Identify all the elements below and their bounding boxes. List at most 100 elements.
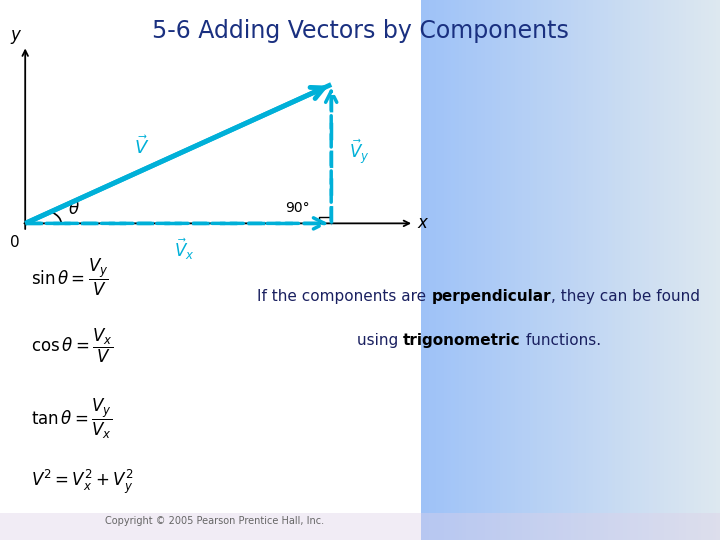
Bar: [597, 0, 602, 540]
Text: If the components are: If the components are: [258, 289, 431, 304]
Bar: [705, 0, 710, 540]
Bar: [653, 0, 658, 540]
Text: $\vec{V}_x$: $\vec{V}_x$: [174, 236, 194, 261]
Bar: [675, 0, 680, 540]
Bar: [421, 0, 426, 540]
Bar: [623, 0, 628, 540]
Bar: [600, 0, 606, 540]
Text: $\cos\theta = \dfrac{V_x}{V}$: $\cos\theta = \dfrac{V_x}{V}$: [31, 327, 113, 365]
Bar: [466, 0, 471, 540]
Bar: [698, 0, 703, 540]
Bar: [571, 0, 576, 540]
Bar: [713, 0, 718, 540]
Bar: [507, 0, 513, 540]
Bar: [444, 0, 449, 540]
Text: 0: 0: [10, 235, 20, 250]
Text: trigonometric: trigonometric: [403, 333, 521, 348]
Bar: [529, 0, 535, 540]
Text: $\tan\theta = \dfrac{V_y}{V_x}$: $\tan\theta = \dfrac{V_y}{V_x}$: [31, 397, 112, 441]
Bar: [716, 0, 720, 540]
Bar: [559, 0, 564, 540]
Text: $\sin\theta = \dfrac{V_y}{V}$: $\sin\theta = \dfrac{V_y}{V}$: [31, 257, 109, 298]
Bar: [612, 0, 617, 540]
Bar: [518, 0, 523, 540]
Bar: [0, 0, 421, 540]
Bar: [679, 0, 684, 540]
Bar: [433, 0, 438, 540]
Text: x: x: [418, 214, 428, 232]
Bar: [548, 0, 554, 540]
Bar: [631, 0, 636, 540]
Bar: [496, 0, 501, 540]
Bar: [428, 0, 434, 540]
Bar: [440, 0, 445, 540]
Bar: [593, 0, 598, 540]
Text: $V^2 = V_x^2 + V_y^2$: $V^2 = V_x^2 + V_y^2$: [31, 468, 133, 496]
Bar: [474, 0, 479, 540]
Text: 5-6 Adding Vectors by Components: 5-6 Adding Vectors by Components: [152, 19, 568, 43]
Bar: [541, 0, 546, 540]
Bar: [544, 0, 549, 540]
Bar: [534, 0, 539, 540]
Bar: [634, 0, 639, 540]
Bar: [604, 0, 609, 540]
Bar: [451, 0, 456, 540]
Bar: [575, 0, 580, 540]
Bar: [683, 0, 688, 540]
Bar: [567, 0, 572, 540]
Bar: [619, 0, 624, 540]
Bar: [664, 0, 669, 540]
Bar: [589, 0, 595, 540]
Bar: [585, 0, 590, 540]
Bar: [459, 0, 464, 540]
Text: 90°: 90°: [285, 201, 310, 215]
Bar: [503, 0, 508, 540]
Bar: [481, 0, 486, 540]
Bar: [485, 0, 490, 540]
Bar: [515, 0, 520, 540]
Bar: [526, 0, 531, 540]
Bar: [672, 0, 677, 540]
Bar: [425, 0, 430, 540]
Bar: [537, 0, 542, 540]
Bar: [436, 0, 441, 540]
Text: $\vec{V}$: $\vec{V}$: [134, 136, 149, 158]
Bar: [667, 0, 673, 540]
Bar: [500, 0, 505, 540]
Text: Copyright © 2005 Pearson Prentice Hall, Inc.: Copyright © 2005 Pearson Prentice Hall, …: [104, 516, 324, 526]
Bar: [690, 0, 696, 540]
Bar: [469, 0, 475, 540]
Bar: [686, 0, 691, 540]
Bar: [0, 513, 720, 540]
Text: using: using: [357, 333, 403, 348]
Text: $\vec{V}_y$: $\vec{V}_y$: [349, 137, 370, 166]
Text: perpendicular: perpendicular: [431, 289, 551, 304]
Bar: [455, 0, 460, 540]
Bar: [701, 0, 706, 540]
Bar: [510, 0, 516, 540]
Bar: [447, 0, 452, 540]
Bar: [608, 0, 613, 540]
Text: functions.: functions.: [521, 333, 600, 348]
Bar: [492, 0, 498, 540]
Bar: [578, 0, 583, 540]
Bar: [708, 0, 714, 540]
Bar: [582, 0, 587, 540]
Text: θ: θ: [68, 200, 78, 218]
Bar: [660, 0, 665, 540]
Text: , they can be found: , they can be found: [551, 289, 700, 304]
Bar: [477, 0, 482, 540]
Bar: [488, 0, 494, 540]
Bar: [563, 0, 568, 540]
Bar: [626, 0, 632, 540]
Bar: [657, 0, 662, 540]
Bar: [649, 0, 654, 540]
Bar: [522, 0, 527, 540]
Bar: [642, 0, 647, 540]
Bar: [694, 0, 699, 540]
Bar: [462, 0, 467, 540]
Bar: [645, 0, 650, 540]
Bar: [556, 0, 561, 540]
Bar: [638, 0, 643, 540]
Bar: [552, 0, 557, 540]
